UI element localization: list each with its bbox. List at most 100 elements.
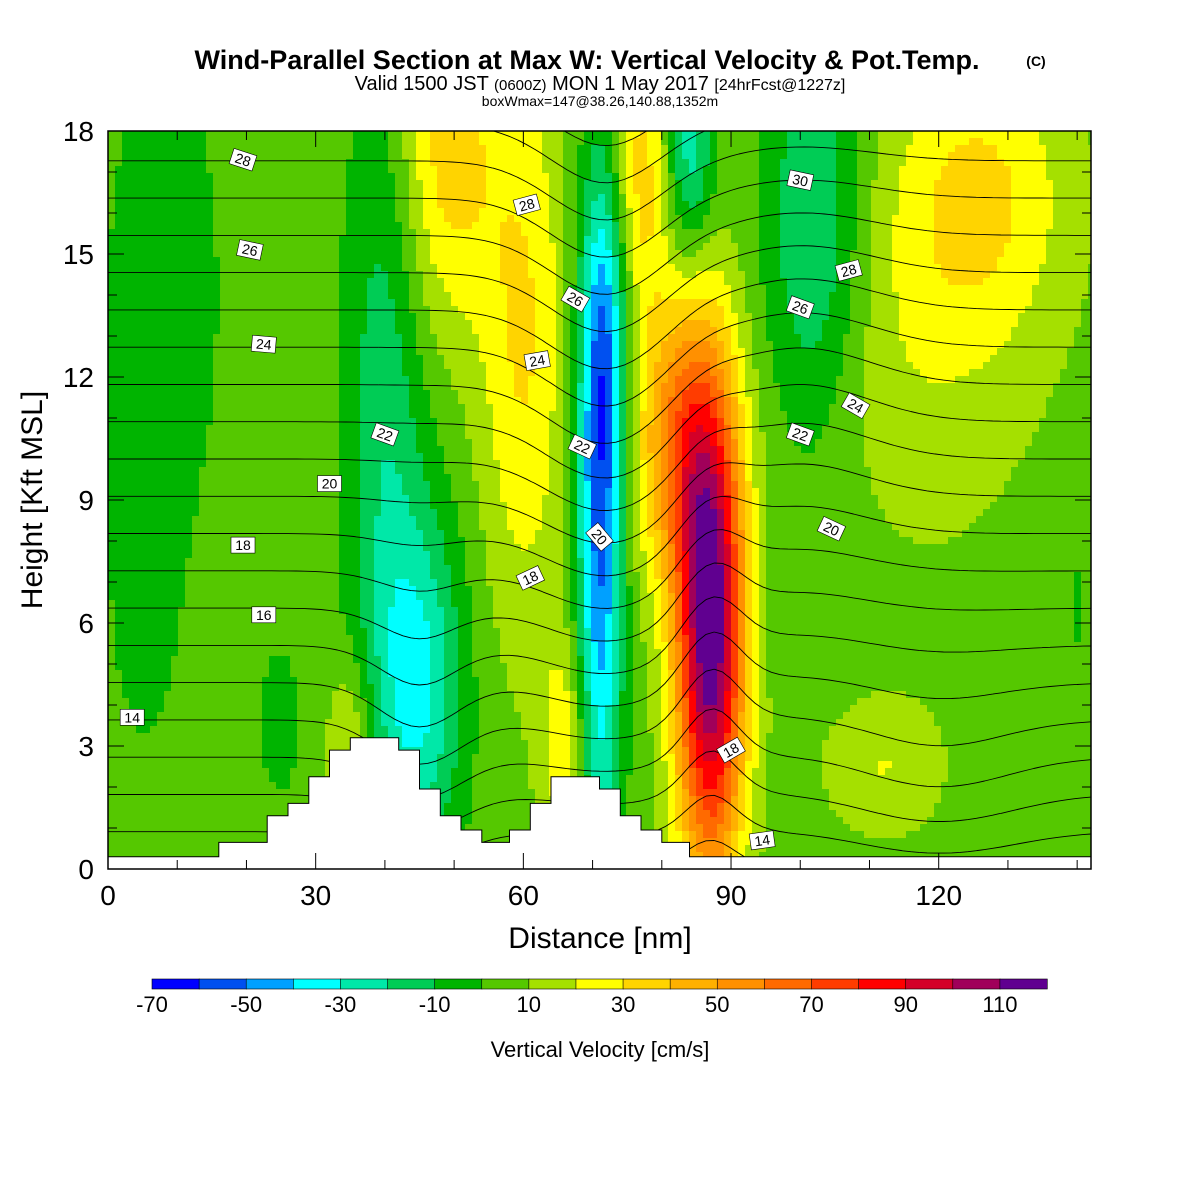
heatmap-cell xyxy=(850,306,858,314)
heatmap-cell xyxy=(514,299,522,307)
heatmap-cell xyxy=(906,278,914,286)
heatmap-cell xyxy=(430,201,438,209)
heatmap-cell xyxy=(164,313,172,321)
heatmap-cell xyxy=(290,271,298,279)
heatmap-cell xyxy=(843,362,851,370)
heatmap-cell xyxy=(346,271,354,279)
heatmap-cell xyxy=(213,131,221,139)
heatmap-cell xyxy=(311,271,319,279)
heatmap-cell xyxy=(640,138,648,146)
heatmap-cell xyxy=(514,173,522,181)
heatmap-cell xyxy=(654,173,662,181)
heatmap-cell xyxy=(990,320,998,328)
heatmap-cell xyxy=(969,320,977,328)
heatmap-cell xyxy=(948,222,956,230)
heatmap-cell xyxy=(626,180,634,188)
heatmap-cell xyxy=(682,313,690,321)
heatmap-cell xyxy=(962,159,970,167)
heatmap-cell xyxy=(1032,313,1040,321)
heatmap-cell xyxy=(1088,243,1091,251)
heatmap-cell xyxy=(451,257,459,265)
heatmap-cell xyxy=(325,243,333,251)
heatmap-cell xyxy=(360,243,368,251)
heatmap-cell xyxy=(1032,257,1040,265)
heatmap-cell xyxy=(668,285,676,293)
heatmap-cell xyxy=(157,215,165,223)
heatmap-cell xyxy=(304,215,312,223)
heatmap-cell xyxy=(318,131,326,139)
heatmap-cell xyxy=(766,334,774,342)
heatmap-cell xyxy=(1018,278,1026,286)
heatmap-cell xyxy=(934,285,942,293)
heatmap-cell xyxy=(829,250,837,258)
heatmap-cell xyxy=(458,320,466,328)
heatmap-cell xyxy=(934,250,942,258)
heatmap-cell xyxy=(227,166,235,174)
heatmap-cell xyxy=(486,180,494,188)
heatmap-cell xyxy=(157,327,165,335)
heatmap-cell xyxy=(129,131,137,139)
heatmap-cell xyxy=(584,348,592,356)
heatmap-cell xyxy=(171,166,179,174)
heatmap-cell xyxy=(339,355,347,363)
heatmap-cell xyxy=(976,264,984,272)
heatmap-cell xyxy=(1032,320,1040,328)
heatmap-cell xyxy=(640,257,648,265)
heatmap-cell xyxy=(941,215,949,223)
heatmap-cell xyxy=(1004,313,1012,321)
heatmap-cell xyxy=(1074,362,1082,370)
heatmap-cell xyxy=(1032,299,1040,307)
heatmap-cell xyxy=(808,215,816,223)
heatmap-cell xyxy=(619,264,627,272)
heatmap-cell xyxy=(199,159,207,167)
heatmap-cell xyxy=(724,313,732,321)
heatmap-cell xyxy=(724,229,732,237)
heatmap-cell xyxy=(1081,229,1089,237)
heatmap-cell xyxy=(283,138,291,146)
heatmap-cell xyxy=(1088,173,1091,181)
heatmap-cell xyxy=(339,327,347,335)
heatmap-cell xyxy=(696,166,704,174)
heatmap-cell xyxy=(423,257,431,265)
heatmap-cell xyxy=(836,131,844,139)
heatmap-cell xyxy=(885,180,893,188)
heatmap-cell xyxy=(717,334,725,342)
heatmap-cell xyxy=(241,292,249,300)
heatmap-cell xyxy=(710,369,718,377)
heatmap-cell xyxy=(801,341,809,349)
heatmap-cell xyxy=(626,138,634,146)
heatmap-cell xyxy=(640,264,648,272)
heatmap-cell xyxy=(1025,215,1033,223)
heatmap-cell xyxy=(416,243,424,251)
heatmap-cell xyxy=(444,138,452,146)
heatmap-cell xyxy=(752,159,760,167)
heatmap-cell xyxy=(402,341,410,349)
heatmap-cell xyxy=(1046,299,1054,307)
heatmap-cell xyxy=(479,222,487,230)
heatmap-cell xyxy=(206,320,214,328)
heatmap-cell xyxy=(402,299,410,307)
heatmap-cell xyxy=(892,285,900,293)
heatmap-cell xyxy=(759,173,767,181)
heatmap-cell xyxy=(248,355,256,363)
heatmap-cell xyxy=(675,229,683,237)
heatmap-cell xyxy=(290,159,298,167)
heatmap-cell xyxy=(283,327,291,335)
heatmap-cell xyxy=(563,348,571,356)
heatmap-cell xyxy=(507,285,515,293)
heatmap-cell xyxy=(458,313,466,321)
heatmap-cell xyxy=(521,215,529,223)
heatmap-cell xyxy=(339,369,347,377)
heatmap-cell xyxy=(563,173,571,181)
heatmap-cell xyxy=(458,348,466,356)
heatmap-cell xyxy=(269,327,277,335)
heatmap-cell xyxy=(360,278,368,286)
heatmap-cell xyxy=(108,264,116,272)
heatmap-cell xyxy=(738,222,746,230)
heatmap-cell xyxy=(311,131,319,139)
heatmap-cell xyxy=(731,194,739,202)
heatmap-cell xyxy=(430,180,438,188)
heatmap-cell xyxy=(899,278,907,286)
heatmap-cell xyxy=(395,208,403,216)
heatmap-cell xyxy=(1053,313,1061,321)
